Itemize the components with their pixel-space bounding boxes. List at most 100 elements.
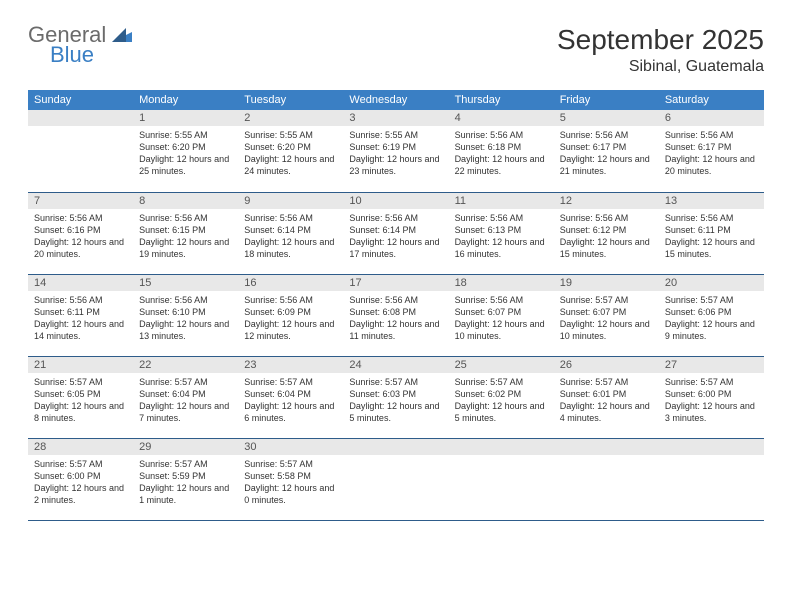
day-detail: Sunrise: 5:57 AMSunset: 6:04 PMDaylight:…	[133, 373, 238, 430]
daylight-text: Daylight: 12 hours and 2 minutes.	[34, 482, 127, 506]
day-header-tuesday: Tuesday	[238, 90, 343, 110]
day-number	[659, 439, 764, 455]
calendar-page: General Blue September 2025 Sibinal, Gua…	[0, 0, 792, 545]
day-number: 5	[554, 110, 659, 126]
sunrise-text: Sunrise: 5:57 AM	[139, 458, 232, 470]
day-detail: Sunrise: 5:55 AMSunset: 6:20 PMDaylight:…	[238, 126, 343, 183]
daylight-text: Daylight: 12 hours and 17 minutes.	[349, 236, 442, 260]
day-detail: Sunrise: 5:57 AMSunset: 5:59 PMDaylight:…	[133, 455, 238, 512]
sunrise-text: Sunrise: 5:56 AM	[244, 294, 337, 306]
day-header-friday: Friday	[554, 90, 659, 110]
daylight-text: Daylight: 12 hours and 25 minutes.	[139, 153, 232, 177]
sunset-text: Sunset: 6:11 PM	[665, 224, 758, 236]
sunrise-text: Sunrise: 5:56 AM	[139, 212, 232, 224]
day-cell-13: 13Sunrise: 5:56 AMSunset: 6:11 PMDayligh…	[659, 192, 764, 274]
day-cell-8: 8Sunrise: 5:56 AMSunset: 6:15 PMDaylight…	[133, 192, 238, 274]
day-number: 11	[449, 193, 554, 209]
month-title: September 2025	[557, 24, 764, 56]
logo-word-blue: Blue	[50, 44, 132, 66]
day-detail: Sunrise: 5:56 AMSunset: 6:18 PMDaylight:…	[449, 126, 554, 183]
day-cell-4: 4Sunrise: 5:56 AMSunset: 6:18 PMDaylight…	[449, 110, 554, 192]
day-detail: Sunrise: 5:56 AMSunset: 6:16 PMDaylight:…	[28, 209, 133, 266]
day-detail: Sunrise: 5:56 AMSunset: 6:09 PMDaylight:…	[238, 291, 343, 348]
daylight-text: Daylight: 12 hours and 11 minutes.	[349, 318, 442, 342]
sunset-text: Sunset: 6:02 PM	[455, 388, 548, 400]
sunset-text: Sunset: 6:09 PM	[244, 306, 337, 318]
day-cell-11: 11Sunrise: 5:56 AMSunset: 6:13 PMDayligh…	[449, 192, 554, 274]
sunrise-text: Sunrise: 5:55 AM	[244, 129, 337, 141]
daylight-text: Daylight: 12 hours and 14 minutes.	[34, 318, 127, 342]
sunrise-text: Sunrise: 5:55 AM	[349, 129, 442, 141]
day-header-thursday: Thursday	[449, 90, 554, 110]
day-number: 21	[28, 357, 133, 373]
logo-triangle-icon	[112, 24, 132, 38]
day-detail: Sunrise: 5:57 AMSunset: 5:58 PMDaylight:…	[238, 455, 343, 512]
day-number: 27	[659, 357, 764, 373]
daylight-text: Daylight: 12 hours and 13 minutes.	[139, 318, 232, 342]
day-detail: Sunrise: 5:57 AMSunset: 6:07 PMDaylight:…	[554, 291, 659, 348]
day-cell-25: 25Sunrise: 5:57 AMSunset: 6:02 PMDayligh…	[449, 356, 554, 438]
daylight-text: Daylight: 12 hours and 0 minutes.	[244, 482, 337, 506]
sunrise-text: Sunrise: 5:57 AM	[455, 376, 548, 388]
day-number: 26	[554, 357, 659, 373]
daylight-text: Daylight: 12 hours and 20 minutes.	[34, 236, 127, 260]
day-cell-2: 2Sunrise: 5:55 AMSunset: 6:20 PMDaylight…	[238, 110, 343, 192]
day-cell-30: 30Sunrise: 5:57 AMSunset: 5:58 PMDayligh…	[238, 438, 343, 520]
day-cell-17: 17Sunrise: 5:56 AMSunset: 6:08 PMDayligh…	[343, 274, 448, 356]
daylight-text: Daylight: 12 hours and 15 minutes.	[560, 236, 653, 260]
calendar-table: SundayMondayTuesdayWednesdayThursdayFrid…	[28, 90, 764, 521]
day-detail: Sunrise: 5:57 AMSunset: 6:01 PMDaylight:…	[554, 373, 659, 430]
daylight-text: Daylight: 12 hours and 7 minutes.	[139, 400, 232, 424]
sunset-text: Sunset: 6:20 PM	[139, 141, 232, 153]
day-detail: Sunrise: 5:56 AMSunset: 6:12 PMDaylight:…	[554, 209, 659, 266]
day-cell-24: 24Sunrise: 5:57 AMSunset: 6:03 PMDayligh…	[343, 356, 448, 438]
sunset-text: Sunset: 6:04 PM	[244, 388, 337, 400]
day-detail: Sunrise: 5:57 AMSunset: 6:00 PMDaylight:…	[28, 455, 133, 512]
daylight-text: Daylight: 12 hours and 22 minutes.	[455, 153, 548, 177]
day-detail: Sunrise: 5:55 AMSunset: 6:19 PMDaylight:…	[343, 126, 448, 183]
day-number: 2	[238, 110, 343, 126]
sunrise-text: Sunrise: 5:57 AM	[560, 376, 653, 388]
week-row: 21Sunrise: 5:57 AMSunset: 6:05 PMDayligh…	[28, 356, 764, 438]
day-detail: Sunrise: 5:56 AMSunset: 6:17 PMDaylight:…	[554, 126, 659, 183]
day-detail: Sunrise: 5:56 AMSunset: 6:07 PMDaylight:…	[449, 291, 554, 348]
day-number: 23	[238, 357, 343, 373]
day-detail: Sunrise: 5:56 AMSunset: 6:15 PMDaylight:…	[133, 209, 238, 266]
sunset-text: Sunset: 6:16 PM	[34, 224, 127, 236]
daylight-text: Daylight: 12 hours and 18 minutes.	[244, 236, 337, 260]
day-cell-3: 3Sunrise: 5:55 AMSunset: 6:19 PMDaylight…	[343, 110, 448, 192]
sunset-text: Sunset: 6:00 PM	[665, 388, 758, 400]
day-number	[554, 439, 659, 455]
day-detail: Sunrise: 5:57 AMSunset: 6:02 PMDaylight:…	[449, 373, 554, 430]
logo-text: General Blue	[28, 24, 132, 66]
day-cell-20: 20Sunrise: 5:57 AMSunset: 6:06 PMDayligh…	[659, 274, 764, 356]
day-cell-21: 21Sunrise: 5:57 AMSunset: 6:05 PMDayligh…	[28, 356, 133, 438]
week-row: 1Sunrise: 5:55 AMSunset: 6:20 PMDaylight…	[28, 110, 764, 192]
day-number	[449, 439, 554, 455]
sunrise-text: Sunrise: 5:56 AM	[455, 129, 548, 141]
week-row: 7Sunrise: 5:56 AMSunset: 6:16 PMDaylight…	[28, 192, 764, 274]
sunrise-text: Sunrise: 5:57 AM	[665, 294, 758, 306]
day-detail: Sunrise: 5:56 AMSunset: 6:08 PMDaylight:…	[343, 291, 448, 348]
day-number: 25	[449, 357, 554, 373]
empty-cell	[343, 438, 448, 520]
day-detail: Sunrise: 5:57 AMSunset: 6:06 PMDaylight:…	[659, 291, 764, 348]
day-detail	[28, 126, 133, 134]
day-number: 15	[133, 275, 238, 291]
day-cell-29: 29Sunrise: 5:57 AMSunset: 5:59 PMDayligh…	[133, 438, 238, 520]
daylight-text: Daylight: 12 hours and 9 minutes.	[665, 318, 758, 342]
sunrise-text: Sunrise: 5:56 AM	[349, 212, 442, 224]
sunrise-text: Sunrise: 5:57 AM	[349, 376, 442, 388]
sunrise-text: Sunrise: 5:56 AM	[349, 294, 442, 306]
day-cell-14: 14Sunrise: 5:56 AMSunset: 6:11 PMDayligh…	[28, 274, 133, 356]
day-number: 16	[238, 275, 343, 291]
day-number: 9	[238, 193, 343, 209]
sunset-text: Sunset: 6:04 PM	[139, 388, 232, 400]
daylight-text: Daylight: 12 hours and 15 minutes.	[665, 236, 758, 260]
sunrise-text: Sunrise: 5:57 AM	[244, 376, 337, 388]
sunset-text: Sunset: 6:08 PM	[349, 306, 442, 318]
sunset-text: Sunset: 6:00 PM	[34, 470, 127, 482]
sunrise-text: Sunrise: 5:56 AM	[455, 294, 548, 306]
day-cell-6: 6Sunrise: 5:56 AMSunset: 6:17 PMDaylight…	[659, 110, 764, 192]
day-number: 18	[449, 275, 554, 291]
